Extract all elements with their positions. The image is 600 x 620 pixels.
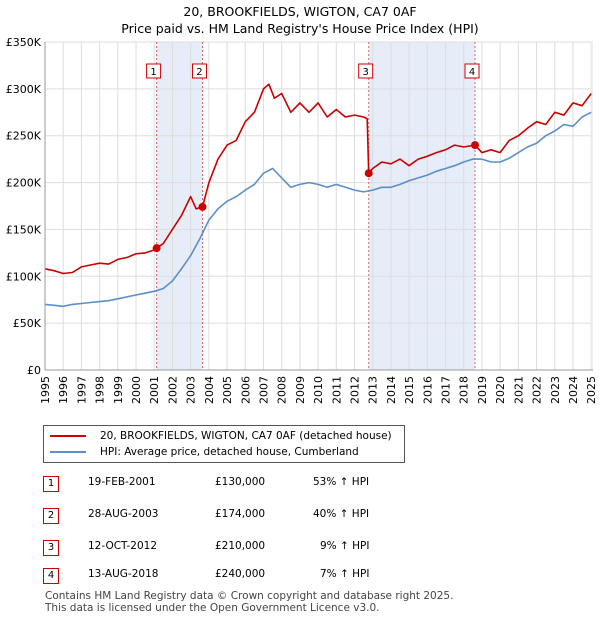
transaction-hpi: 9% ↑ HPI xyxy=(320,540,370,552)
x-tick-label: 2000 xyxy=(130,376,143,404)
transaction-date: 13-AUG-2018 xyxy=(88,568,159,580)
transaction-date: 19-FEB-2001 xyxy=(88,476,156,488)
x-tick-label: 2003 xyxy=(185,376,198,404)
transaction-date: 28-AUG-2003 xyxy=(88,508,159,520)
price-chart: 1 2 3 4 £0 £50K £100K £150K £200K £250K £300K £350K… xyxy=(6,36,598,404)
y-tick-label: £0 xyxy=(27,364,41,377)
x-tick-label: 2024 xyxy=(567,376,580,404)
x-tick-label: 1995 xyxy=(39,376,52,404)
x-tick-label: 2001 xyxy=(148,376,161,404)
transaction-badge: 1 xyxy=(43,476,59,492)
plot-area xyxy=(45,42,593,370)
x-tick-label: 2008 xyxy=(276,376,289,404)
x-tick-label: 2019 xyxy=(476,376,489,404)
sale-label-box xyxy=(191,63,207,79)
legend-item-hpi: HPI: Average price, detached house, Cumb… xyxy=(50,445,359,459)
sale-label-box xyxy=(464,63,480,79)
y-tick-label: £200K xyxy=(6,177,42,190)
sale-label-text: 2 xyxy=(196,67,202,78)
x-tick-label: 2014 xyxy=(385,376,398,404)
sale-label-text: 1 xyxy=(150,67,156,78)
x-tick-label: 2013 xyxy=(367,376,380,404)
x-tick-label: 2015 xyxy=(403,376,416,404)
transaction-badge: 3 xyxy=(43,540,59,556)
sale-point xyxy=(364,169,373,178)
sale-label-text: 4 xyxy=(469,67,475,78)
footer: Contains HM Land Registry data © Crown c… xyxy=(45,590,453,614)
y-tick-label: £300K xyxy=(6,83,42,96)
footer-license: This data is licensed under the Open Gov… xyxy=(45,602,380,614)
sale-label-box xyxy=(358,63,374,79)
transaction-price: £240,000 xyxy=(215,568,266,580)
x-tick-label: 2021 xyxy=(512,376,525,404)
x-tick-label: 1996 xyxy=(57,376,70,404)
y-tick-label: £150K xyxy=(6,223,42,236)
transaction-hpi: 40% ↑ HPI xyxy=(313,508,370,520)
future-region xyxy=(591,42,593,370)
y-tick-label: £100K xyxy=(6,270,42,283)
x-tick-label: 2002 xyxy=(166,376,179,404)
sale-point xyxy=(198,202,207,211)
transaction-price: £174,000 xyxy=(215,508,266,520)
sale-label-text: 3 xyxy=(363,67,369,78)
x-tick-label: 2018 xyxy=(458,376,471,404)
legend-label-hpi: HPI: Average price, detached house, Cumb… xyxy=(100,446,359,458)
y-tick-label: £250K xyxy=(6,130,42,143)
x-tick-label: 2005 xyxy=(221,376,234,404)
x-tick-label: 2016 xyxy=(421,376,434,404)
x-tick-label: 2012 xyxy=(349,376,362,404)
chart-title: 20, BROOKFIELDS, WIGTON, CA7 0AF xyxy=(183,4,417,19)
x-tick-label: 2006 xyxy=(239,376,252,404)
transaction-price: £130,000 xyxy=(215,476,266,488)
x-tick-label: 2009 xyxy=(294,376,307,404)
x-tick-label: 2017 xyxy=(440,376,453,404)
legend-swatch-property xyxy=(50,435,86,437)
x-tick-label: 2010 xyxy=(312,376,325,404)
transaction-hpi: 7% ↑ HPI xyxy=(320,568,370,580)
legend-label-property: 20, BROOKFIELDS, WIGTON, CA7 0AF (detach… xyxy=(100,430,392,442)
y-tick-label: £350K xyxy=(6,36,42,49)
x-tick-label: 1997 xyxy=(75,376,88,404)
transaction-hpi: 53% ↑ HPI xyxy=(313,476,370,488)
x-tick-label: 2004 xyxy=(203,376,216,404)
y-tick-label: £50K xyxy=(13,317,42,330)
transaction-badge: 2 xyxy=(43,508,59,524)
x-tick-label: 2023 xyxy=(549,376,562,404)
sale-point xyxy=(471,141,480,150)
legend-swatch-hpi xyxy=(50,451,86,453)
x-tick-label: 2022 xyxy=(531,376,544,404)
x-tick-label: 2007 xyxy=(257,376,270,404)
x-tick-label: 1999 xyxy=(112,376,125,404)
shaded-period xyxy=(368,42,476,370)
legend: 20, BROOKFIELDS, WIGTON, CA7 0AF (detach… xyxy=(43,425,405,463)
footer-copyright: Contains HM Land Registry data © Crown c… xyxy=(45,590,454,602)
x-tick-label: 2011 xyxy=(330,376,343,404)
series-line-hpi xyxy=(44,111,592,308)
x-tick-label: 2020 xyxy=(494,376,507,404)
sale-label-box xyxy=(146,63,162,79)
chart-subtitle: Price paid vs. HM Land Registry's House … xyxy=(121,21,479,36)
x-tick-label: 2025 xyxy=(585,376,598,404)
transaction-price: £210,000 xyxy=(215,540,266,552)
series-line-property xyxy=(44,83,592,275)
sale-point xyxy=(152,244,161,253)
legend-item-property: 20, BROOKFIELDS, WIGTON, CA7 0AF (detach… xyxy=(50,429,392,443)
x-tick-label: 1998 xyxy=(94,376,107,404)
transaction-badge: 4 xyxy=(43,568,59,584)
transaction-date: 12-OCT-2012 xyxy=(88,540,157,552)
